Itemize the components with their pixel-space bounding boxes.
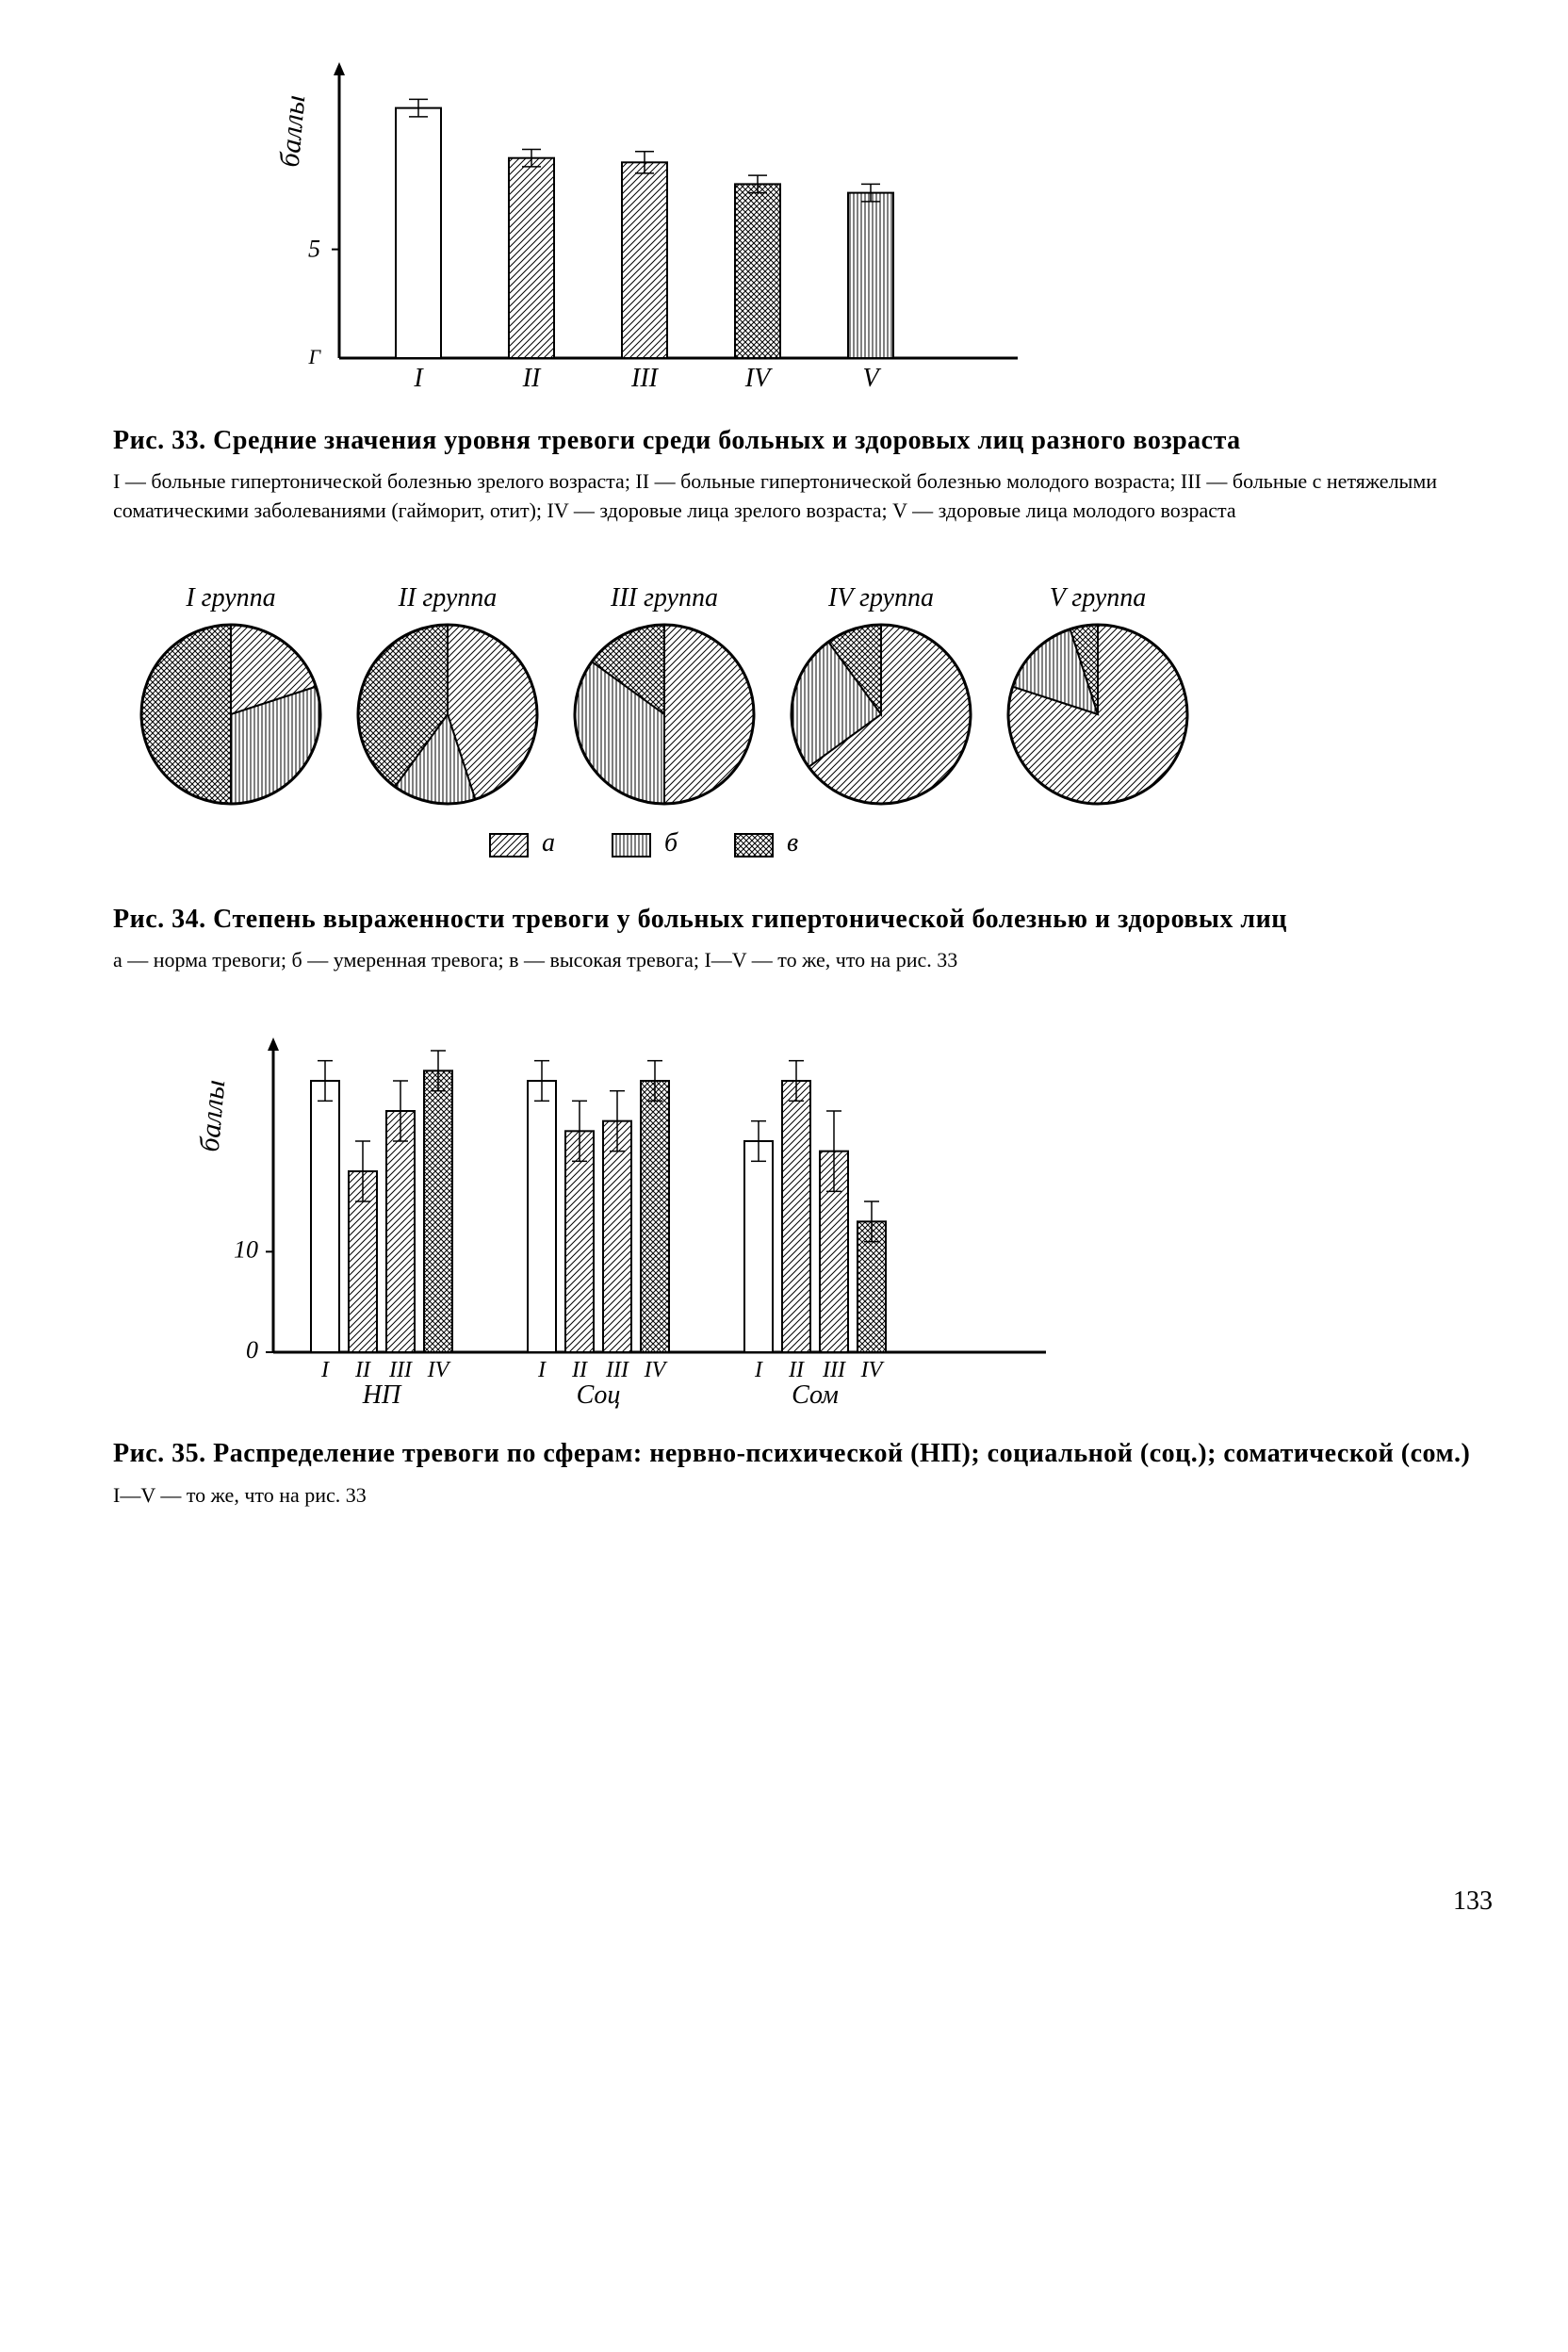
svg-text:5: 5	[308, 236, 320, 263]
svg-text:II: II	[571, 1358, 588, 1382]
svg-text:V: V	[862, 364, 881, 393]
svg-text:IV группа: IV группа	[827, 583, 934, 612]
svg-text:Соц: Соц	[577, 1380, 621, 1409]
svg-text:III: III	[388, 1358, 413, 1382]
svg-text:баллы: баллы	[194, 1079, 232, 1153]
svg-text:10: 10	[234, 1236, 258, 1264]
svg-text:III: III	[630, 364, 660, 393]
svg-text:I: I	[754, 1358, 763, 1382]
fig35-chart: 010баллыIIIIIIIVНПIIIIIIIVСоцIIIIIIIVСом	[170, 1013, 1493, 1409]
svg-text:IV: IV	[860, 1358, 885, 1382]
svg-text:I: I	[413, 364, 424, 393]
svg-text:а: а	[542, 828, 555, 858]
fig34-chart: I группа II группа III группа IV группа V гр…	[113, 564, 1493, 874]
svg-text:IV: IV	[427, 1358, 451, 1382]
svg-text:II группа: II группа	[398, 583, 498, 612]
fig33-caption-title: Рис. 33. Средние значения уровня тревоги…	[113, 424, 1493, 458]
svg-text:II: II	[354, 1358, 371, 1382]
page-number: 133	[113, 1886, 1493, 1917]
svg-text:III: III	[605, 1358, 629, 1382]
svg-text:0: 0	[246, 1336, 258, 1364]
svg-text:I: I	[537, 1358, 547, 1382]
svg-text:IV: IV	[644, 1358, 668, 1382]
fig35-caption-title: Рис. 35. Распределение тревоги по сферам…	[113, 1437, 1493, 1471]
fig35-caption-legend: I—V — то же, что на рис. 33	[113, 1481, 1493, 1511]
svg-text:I: I	[320, 1358, 330, 1382]
svg-text:Сом: Сом	[792, 1380, 839, 1409]
svg-text:Г: Г	[307, 345, 321, 368]
svg-text:V группа: V группа	[1050, 583, 1147, 612]
svg-text:в: в	[787, 828, 798, 858]
svg-text:IV: IV	[744, 364, 773, 393]
fig34-caption-legend: а — норма тревоги; б — умеренная тревога…	[113, 946, 1493, 975]
fig34-caption-title: Рис. 34. Степень выраженности тревоги у …	[113, 903, 1493, 937]
svg-text:II: II	[522, 364, 542, 393]
svg-text:баллы: баллы	[274, 94, 312, 169]
svg-text:III: III	[822, 1358, 846, 1382]
svg-text:б: б	[664, 828, 678, 858]
svg-text:НП: НП	[362, 1380, 402, 1409]
svg-text:II: II	[788, 1358, 805, 1382]
svg-text:III группа: III группа	[610, 583, 718, 612]
svg-text:I группа: I группа	[185, 583, 275, 612]
fig33-caption-legend: I — больные гипертонической болезнью зре…	[113, 467, 1493, 526]
fig33-chart: 5баллыIIIIIIIVVГ	[245, 57, 1493, 396]
